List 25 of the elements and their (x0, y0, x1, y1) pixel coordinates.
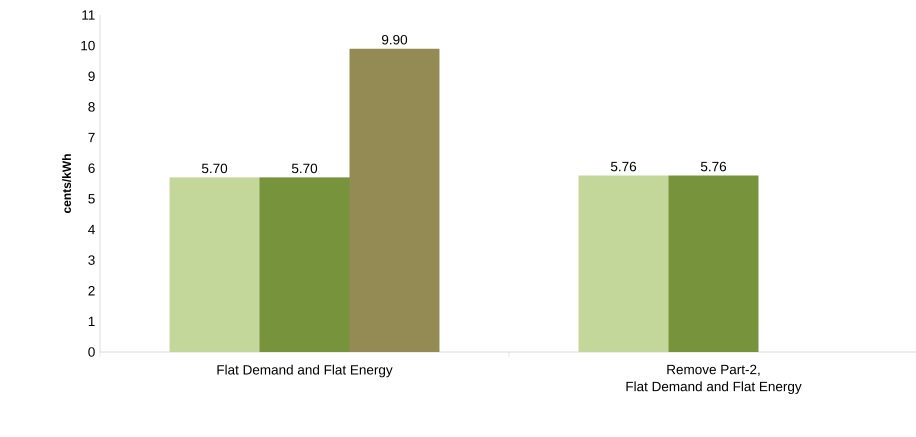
y-tick-label: 5 (88, 194, 95, 204)
data-label: 5.76 (700, 162, 726, 172)
bar (349, 48, 440, 352)
bar (260, 177, 350, 352)
y-axis-title: cents/kWh (62, 154, 72, 214)
x-tick-label: Flat Demand and Flat Energy (217, 364, 393, 378)
y-tick-label: 9 (88, 71, 95, 82)
y-tick-label: 1 (88, 316, 95, 326)
y-tick-label: 6 (88, 163, 95, 173)
data-label: 5.76 (610, 162, 636, 172)
y-tick-label: 0 (88, 347, 95, 357)
y-tick-label: 11 (82, 10, 95, 20)
y-tick-label: 8 (88, 102, 95, 112)
x-tick-label: Remove Part-2, Flat Demand and Flat Energy (626, 364, 802, 394)
y-tick-label: 7 (88, 132, 95, 142)
y-tick-label: 3 (88, 255, 95, 265)
y-tick-label: 4 (88, 224, 95, 234)
data-label: 9.90 (382, 34, 408, 44)
bar (170, 177, 260, 352)
y-tick-label: 10 (81, 40, 95, 50)
bar (668, 176, 758, 352)
y-tick-label: 2 (88, 286, 95, 296)
data-label: 5.70 (292, 164, 318, 174)
data-label: 5.70 (202, 164, 228, 174)
bar (578, 176, 669, 352)
